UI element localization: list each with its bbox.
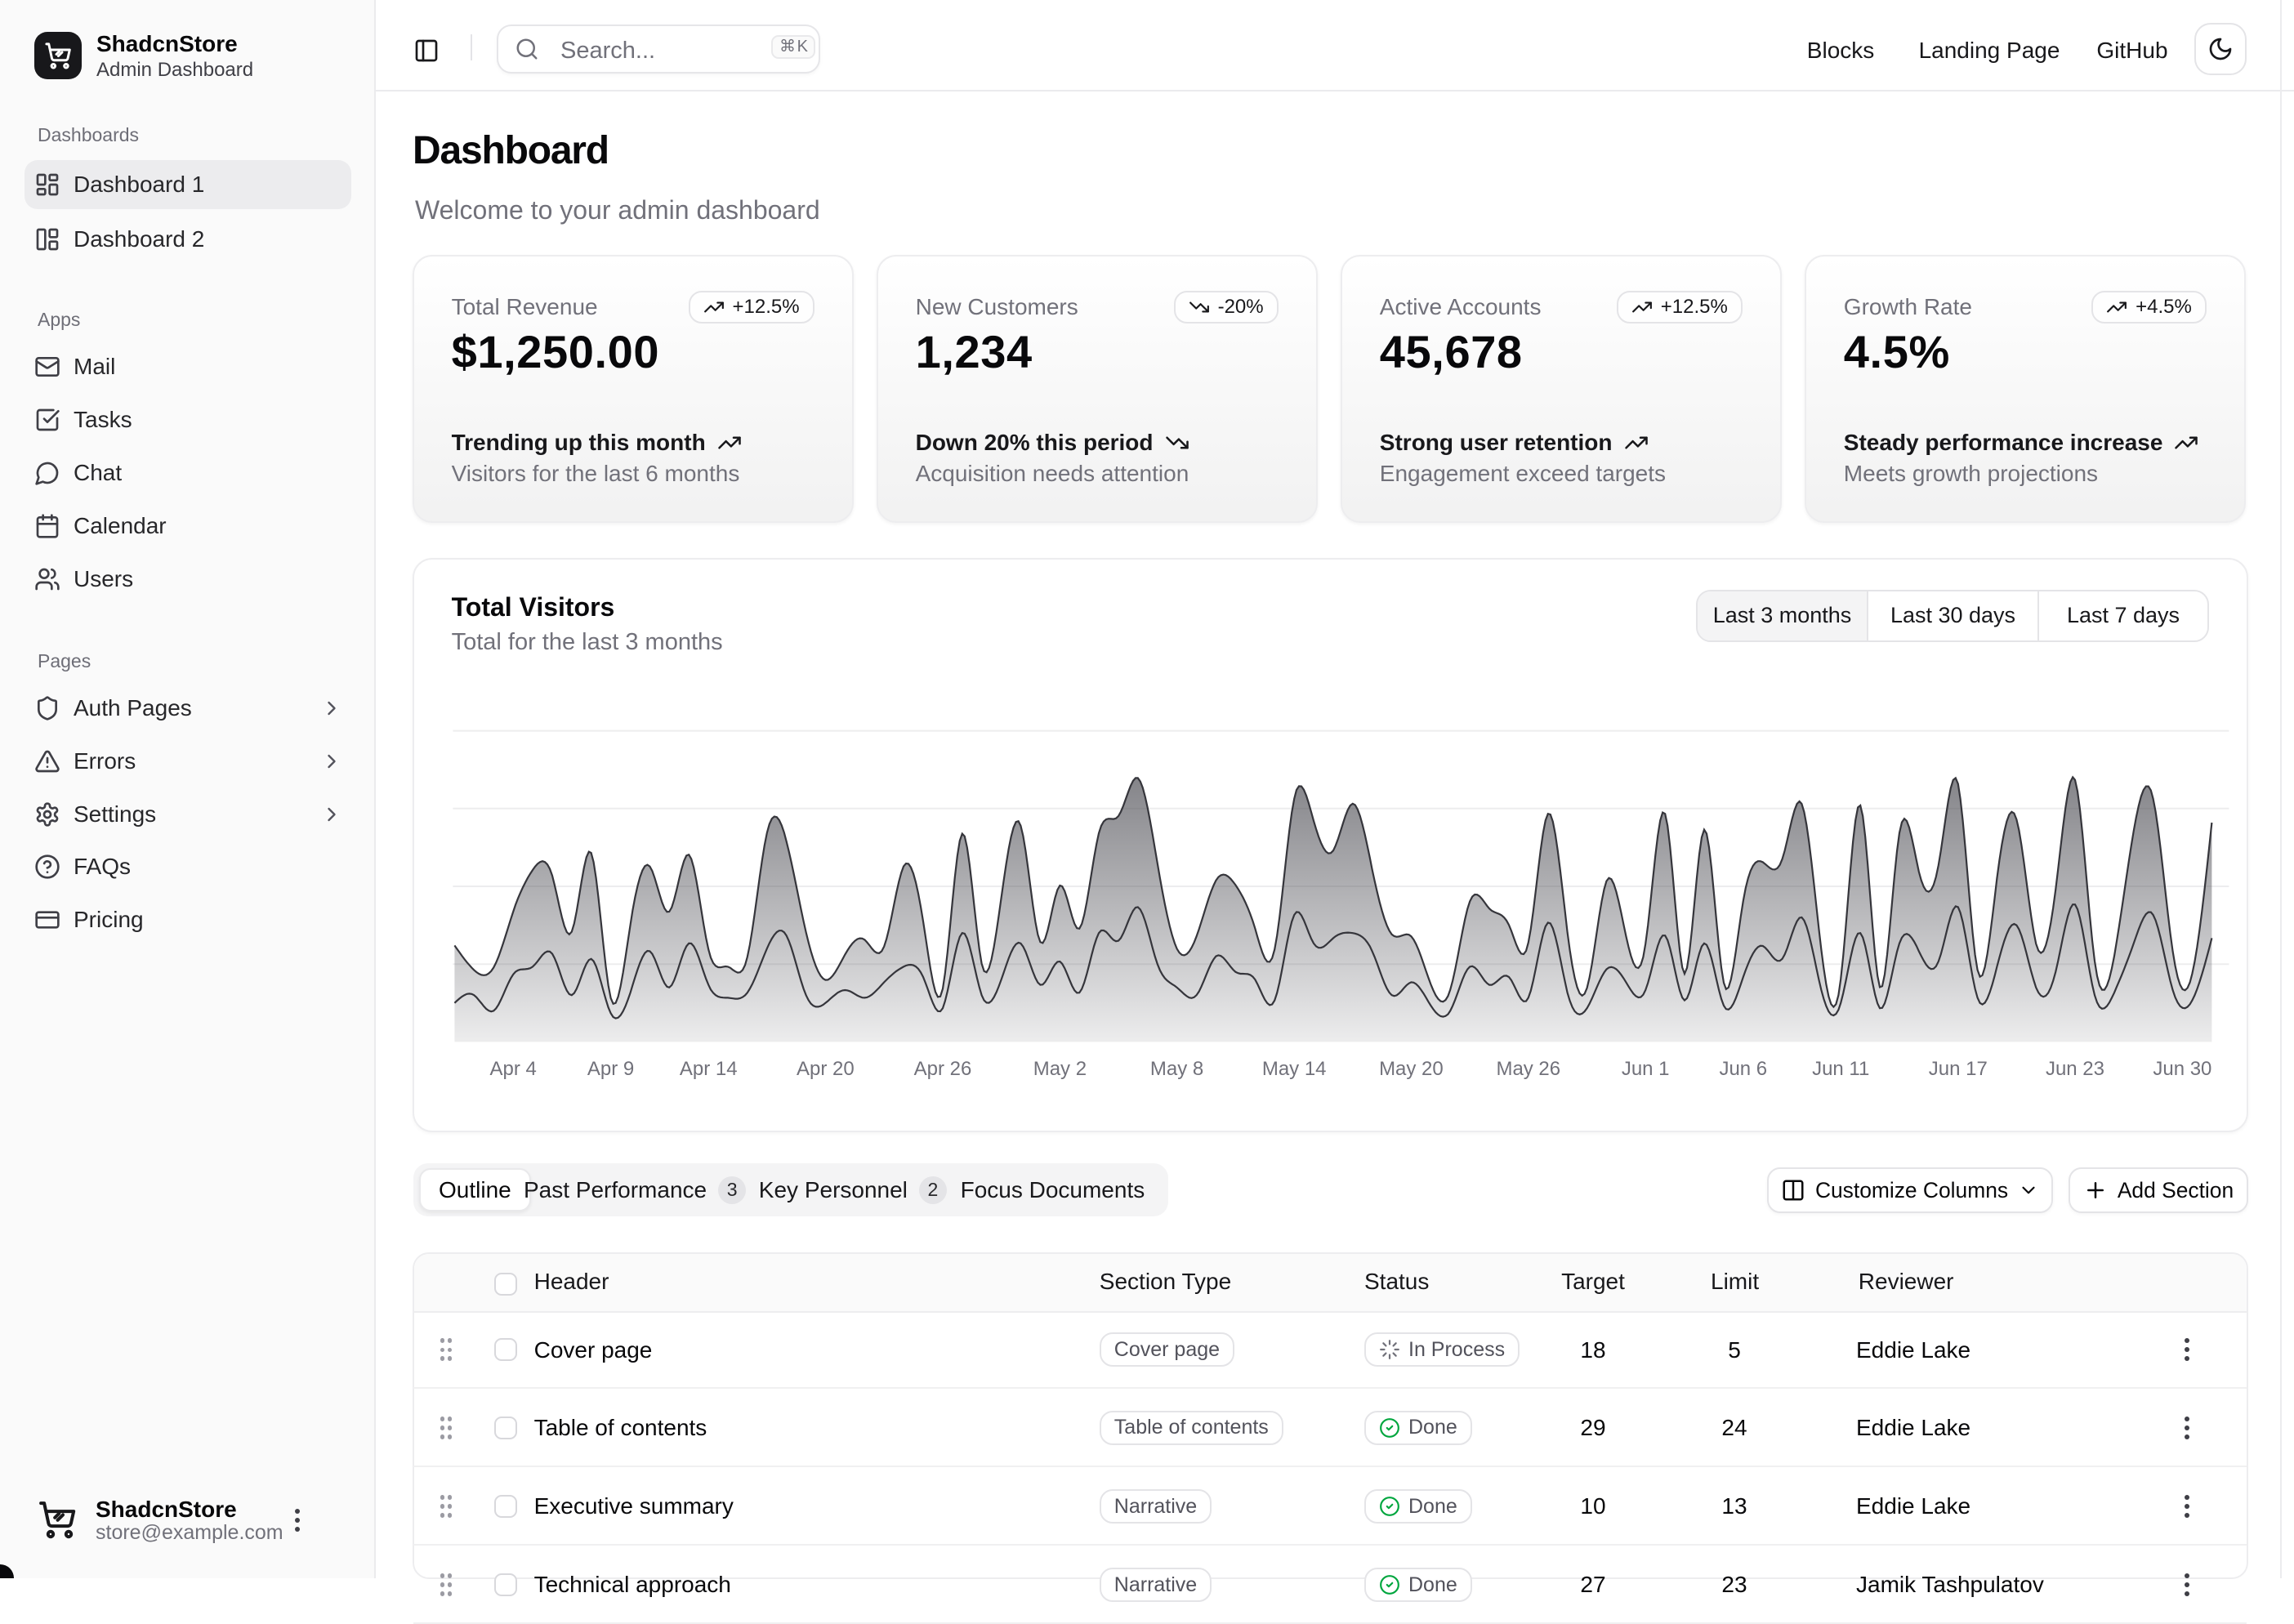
svg-text:May 26: May 26 [1496,1058,1560,1080]
svg-text:May 14: May 14 [1261,1058,1326,1080]
svg-text:May 2: May 2 [1033,1058,1086,1080]
svg-text:Jun 17: Jun 17 [1928,1058,1987,1080]
svg-text:Jun 23: Jun 23 [2046,1058,2104,1080]
svg-text:Jun 30: Jun 30 [2153,1058,2211,1080]
svg-text:May 8: May 8 [1150,1058,1203,1080]
svg-text:Apr 26: Apr 26 [913,1058,971,1080]
svg-text:Apr 4: Apr 4 [489,1058,536,1080]
svg-text:Apr 14: Apr 14 [679,1058,737,1080]
svg-text:May 20: May 20 [1379,1058,1444,1080]
svg-text:Apr 20: Apr 20 [797,1058,855,1080]
svg-text:Apr 9: Apr 9 [587,1058,634,1080]
svg-text:Jun 6: Jun 6 [1719,1058,1767,1080]
svg-text:Jun 11: Jun 11 [1812,1058,1869,1080]
svg-text:Jun 1: Jun 1 [1621,1058,1669,1080]
